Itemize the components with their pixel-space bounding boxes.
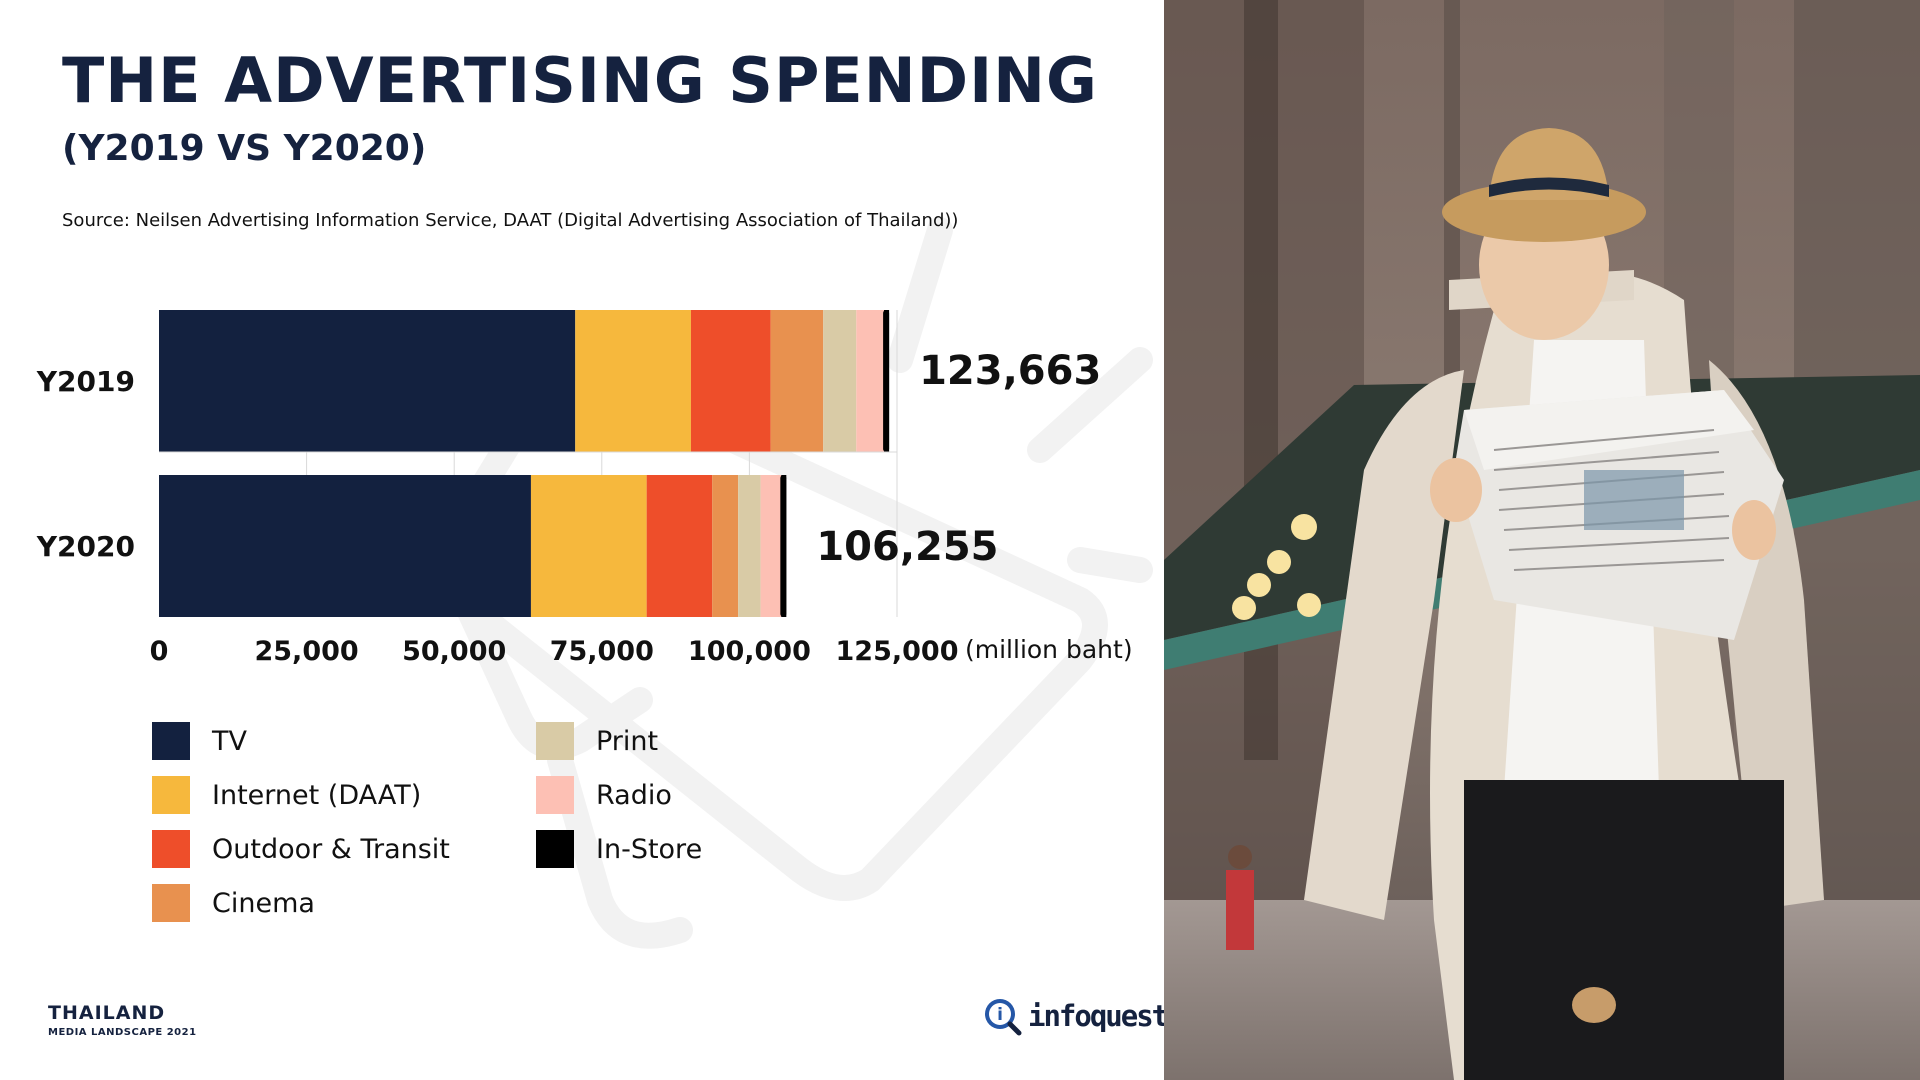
stacked-bar-chart: Y2019 123,663 Y2020 106,255 0 25,000 50,000 75,… bbox=[36, 310, 1133, 667]
bar-segment-internet-daat--y2020 bbox=[530, 475, 647, 617]
source-note: Source: Neilsen Advertising Information … bbox=[62, 210, 959, 231]
bar-segment-radio-y2019 bbox=[856, 310, 885, 452]
bar-segment-tv-y2019 bbox=[159, 310, 576, 452]
svg-text:i: i bbox=[997, 1005, 1003, 1025]
bar-segment-cinema-y2019 bbox=[770, 310, 824, 452]
bar-segment-tv-y2020 bbox=[159, 475, 531, 617]
total-label: 106,255 bbox=[816, 524, 998, 570]
bar-segment-internet-daat--y2019 bbox=[575, 310, 691, 452]
x-tick-label: 0 bbox=[150, 636, 169, 667]
category-label: Y2020 bbox=[36, 530, 135, 563]
x-tick-label: 50,000 bbox=[402, 636, 506, 667]
bar-end-cap bbox=[780, 475, 787, 617]
page-subtitle: (Y2019 VS Y2020) bbox=[62, 128, 427, 169]
bar-segment-print-y2020 bbox=[738, 475, 761, 617]
x-tick-label: 125,000 bbox=[836, 636, 959, 667]
logo-text: infoquest bbox=[1028, 999, 1164, 1033]
footer-country: THAILAND bbox=[48, 1002, 166, 1024]
total-label: 123,663 bbox=[919, 348, 1101, 394]
infoquest-logo: i infoquest bbox=[982, 996, 1164, 1036]
bar-segment-radio-y2020 bbox=[760, 475, 782, 617]
bar-segment-outdoor-transit-y2020 bbox=[646, 475, 713, 617]
bar-end-cap bbox=[883, 310, 890, 452]
slide-panel: THE ADVERTISING SPENDING (Y2019 VS Y2020… bbox=[35, 44, 1164, 1038]
bar-segment-print-y2019 bbox=[823, 310, 857, 452]
footer-subtitle: MEDIA LANDSCAPE 2021 bbox=[48, 1027, 197, 1038]
magnifier-i-icon: i bbox=[985, 999, 1022, 1036]
bar-segment-cinema-y2020 bbox=[712, 475, 739, 617]
bar-segment-outdoor-transit-y2019 bbox=[690, 310, 771, 452]
x-tick-label: 25,000 bbox=[254, 636, 358, 667]
x-tick-label: 75,000 bbox=[550, 636, 654, 667]
page-title: THE ADVERTISING SPENDING bbox=[62, 44, 1098, 117]
category-label: Y2019 bbox=[36, 365, 135, 398]
x-tick-label: 100,000 bbox=[688, 636, 811, 667]
photo-man-reading-newspaper bbox=[1164, 0, 1920, 1080]
x-unit-label: (million baht) bbox=[965, 635, 1133, 664]
